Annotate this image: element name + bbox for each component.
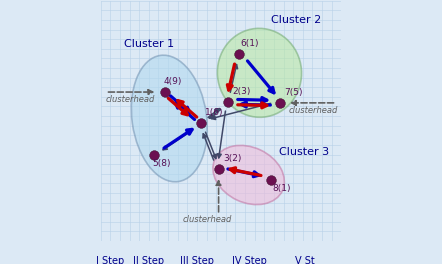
Text: clusterhead: clusterhead [183, 215, 232, 224]
Text: clusterhead: clusterhead [288, 106, 338, 115]
Text: Cluster 2: Cluster 2 [271, 15, 322, 25]
Text: 1(6): 1(6) [205, 108, 223, 117]
Text: clusterhead: clusterhead [106, 95, 155, 104]
Text: 6(1): 6(1) [240, 39, 259, 48]
Text: I Step: I Step [96, 256, 125, 264]
Text: 4(9): 4(9) [163, 77, 182, 86]
Ellipse shape [217, 28, 301, 117]
Text: 8(1): 8(1) [273, 184, 291, 193]
Ellipse shape [131, 55, 207, 182]
Text: 5(8): 5(8) [152, 159, 171, 168]
Text: 3(2): 3(2) [223, 154, 241, 163]
Ellipse shape [213, 145, 284, 205]
Text: V St: V St [295, 256, 315, 264]
Text: Cluster 1: Cluster 1 [124, 39, 174, 49]
Text: 2(3): 2(3) [232, 87, 251, 96]
Text: Cluster 3: Cluster 3 [279, 147, 329, 157]
Text: II Step: II Step [133, 256, 164, 264]
Text: III Step: III Step [180, 256, 214, 264]
Text: IV Step: IV Step [232, 256, 267, 264]
Text: 7(5): 7(5) [284, 88, 303, 97]
